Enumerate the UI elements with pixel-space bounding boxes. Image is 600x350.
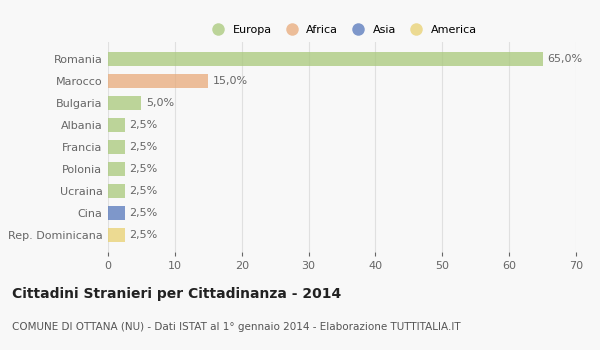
Text: 65,0%: 65,0% [547,54,583,64]
Text: 2,5%: 2,5% [130,208,158,218]
Legend: Europa, Africa, Asia, America: Europa, Africa, Asia, America [203,20,481,39]
Bar [108,228,125,243]
Bar [108,206,125,220]
Bar [108,162,125,176]
Bar [108,118,125,132]
Bar [108,184,125,198]
Text: COMUNE DI OTTANA (NU) - Dati ISTAT al 1° gennaio 2014 - Elaborazione TUTTITALIA.: COMUNE DI OTTANA (NU) - Dati ISTAT al 1°… [12,322,461,332]
Bar [108,51,542,66]
Text: 2,5%: 2,5% [130,186,158,196]
Text: 2,5%: 2,5% [130,142,158,152]
Text: 5,0%: 5,0% [146,98,174,108]
Text: Cittadini Stranieri per Cittadinanza - 2014: Cittadini Stranieri per Cittadinanza - 2… [12,287,341,301]
Text: 2,5%: 2,5% [130,120,158,130]
Bar [108,96,142,110]
Text: 2,5%: 2,5% [130,164,158,174]
Bar [108,140,125,154]
Text: 15,0%: 15,0% [213,76,248,86]
Bar [108,74,208,88]
Text: 2,5%: 2,5% [130,230,158,240]
